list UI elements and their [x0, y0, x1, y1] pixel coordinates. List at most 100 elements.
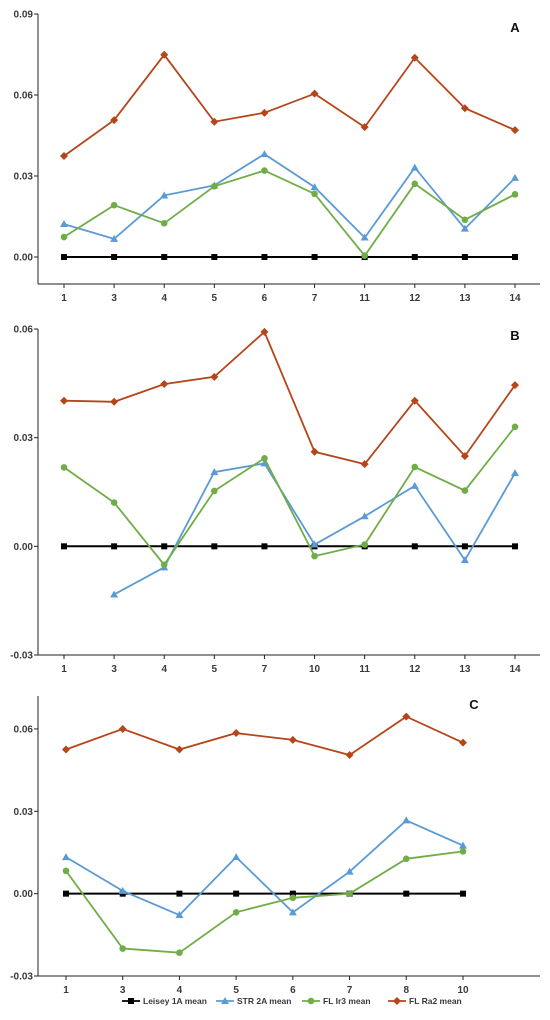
point-fl-ra2-c [118, 724, 127, 733]
panel-label-c: C [469, 697, 479, 712]
point-str-2a-a [460, 224, 469, 232]
point-fl-ir3-b [361, 541, 368, 548]
point-fl-ir3-a [411, 180, 419, 188]
point-fl-ir3-b [311, 552, 318, 560]
chart-panel-a: 0.000.030.060.091 3 4 5 6 7 11 12 13 14A [14, 10, 540, 304]
x-tick-label-b: 3 [111, 664, 117, 675]
point-fl-ra2-c [175, 745, 184, 754]
series-line-fl-ir3-a [63, 169, 516, 258]
point-str-2a-a [260, 150, 269, 158]
point-fl-ir3-c [346, 890, 353, 897]
point-fl-ir3-a [361, 252, 368, 259]
legend-label-leisey-1a: Leisey 1A mean [143, 996, 207, 1006]
point-str-2a-a [410, 163, 419, 171]
legend-marker-fl-ir3 [307, 997, 315, 1005]
legend-entry-leisey-1a: Leisey 1A mean [122, 996, 207, 1006]
point-str-2a-b [310, 540, 319, 548]
point-str-2a-b [410, 481, 419, 489]
point-fl-ra2-c [402, 712, 411, 721]
x-tick-label-b: 10 [309, 664, 321, 675]
point-str-2a-a [360, 233, 369, 241]
x-tick-label-c: 10 [457, 985, 469, 996]
point-fl-ir3-b [211, 487, 218, 495]
point-leisey-1a-c [403, 890, 410, 897]
x-tick-label-a: 4 [161, 293, 167, 304]
point-fl-ir3-b [110, 499, 118, 506]
point-leisey-1a-a [411, 254, 418, 260]
point-fl-ir3-b [160, 561, 168, 569]
point-leisey-1a-a [111, 254, 118, 260]
point-fl-ir3-c [459, 848, 467, 855]
point-str-2a-c [459, 841, 467, 849]
point-str-2a-a [160, 191, 169, 199]
point-leisey-1a-c [176, 890, 183, 897]
y-tick-label-b: 0.06 [14, 325, 34, 336]
point-fl-ir3-a [461, 216, 469, 224]
point-leisey-1a-a [311, 254, 318, 260]
point-leisey-1a-b [261, 543, 268, 550]
point-fl-ra2-a [160, 50, 169, 59]
point-fl-ir3-b [60, 464, 68, 471]
x-tick-label-b: 13 [459, 664, 471, 675]
x-tick-label-b: 11 [359, 664, 370, 675]
x-tick-label-c: 7 [347, 985, 353, 996]
point-fl-ra2-b [210, 372, 219, 381]
x-tick-label-a: 3 [111, 293, 117, 304]
point-leisey-1a-a [61, 254, 67, 260]
point-fl-ra2-b [460, 452, 469, 461]
point-leisey-1a-b [61, 543, 67, 550]
y-tick-label-b: 0.03 [14, 433, 34, 444]
point-fl-ra2-b [360, 460, 369, 469]
x-tick-label-b: 4 [161, 664, 167, 675]
series-line-fl-ra2-c [65, 715, 464, 756]
y-tick-label-b: -0.03 [10, 651, 33, 662]
point-str-2a-a [511, 173, 519, 181]
point-leisey-1a-b [211, 543, 218, 550]
point-fl-ir3-c [289, 894, 297, 902]
point-leisey-1a-b [411, 543, 418, 550]
chart-panel-b: -0.030.000.030.061 3 4 5 7 10 11 12 13 14B [10, 325, 540, 675]
point-str-2a-a [310, 183, 319, 191]
point-str-2a-b [260, 459, 269, 467]
series-line-fl-ir3-b [63, 426, 516, 567]
x-tick-label-b: 12 [409, 664, 421, 675]
point-fl-ir3-c [402, 855, 410, 863]
point-fl-ir3-c [119, 945, 127, 952]
y-tick-label-c: 0.03 [14, 807, 34, 818]
point-fl-ra2-b [511, 381, 519, 390]
y-tick-label-b: 0.00 [14, 542, 34, 553]
point-fl-ra2-b [60, 396, 68, 405]
y-tick-label-a: 0.06 [14, 91, 34, 102]
point-fl-ra2-c [459, 738, 467, 747]
point-leisey-1a-c [233, 890, 240, 897]
point-str-2a-b [511, 469, 519, 477]
panel-label-b: B [510, 328, 519, 343]
point-leisey-1a-c [460, 890, 466, 897]
point-fl-ra2-a [210, 117, 219, 126]
legend-marker-str-2a [221, 997, 229, 1004]
x-tick-label-b: 5 [212, 664, 218, 675]
point-str-2a-c [232, 853, 241, 861]
point-fl-ir3-a [160, 219, 168, 227]
legend-label-fl-ir3: FL Ir3 mean [323, 996, 371, 1006]
x-tick-label-a: 5 [212, 293, 218, 304]
legend-marker-fl-ra2 [393, 997, 401, 1005]
panel-label-a: A [510, 20, 520, 35]
point-str-2a-a [60, 220, 68, 228]
point-str-2a-a [110, 234, 119, 242]
point-fl-ir3-b [261, 455, 268, 462]
x-tick-label-b: 14 [509, 664, 521, 675]
point-str-2a-b [210, 468, 219, 476]
point-str-2a-b [360, 512, 369, 520]
x-tick-label-b: 1 [61, 664, 67, 675]
legend-entry-fl-ra2: FL Ra2 mean [388, 996, 462, 1006]
legend-entry-fl-ir3: FL Ir3 mean [302, 996, 371, 1006]
point-fl-ir3-a [211, 182, 218, 190]
point-fl-ir3-c [176, 949, 183, 956]
point-fl-ra2-b [110, 397, 119, 406]
point-fl-ir3-a [110, 201, 118, 209]
x-tick-label-c: 1 [63, 985, 69, 996]
point-leisey-1a-b [111, 543, 118, 550]
x-tick-label-a: 12 [409, 293, 421, 304]
